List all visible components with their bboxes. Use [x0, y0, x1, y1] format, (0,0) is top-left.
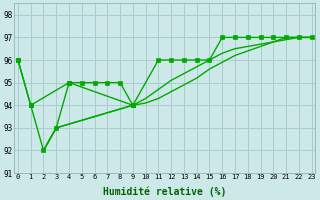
X-axis label: Humidité relative (%): Humidité relative (%) [103, 186, 227, 197]
